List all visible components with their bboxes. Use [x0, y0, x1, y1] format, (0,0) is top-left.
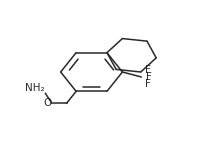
Text: O: O: [44, 98, 52, 108]
Text: F: F: [145, 65, 150, 75]
Text: F: F: [146, 72, 152, 82]
Text: NH₂: NH₂: [25, 83, 44, 93]
Text: F: F: [145, 79, 150, 89]
